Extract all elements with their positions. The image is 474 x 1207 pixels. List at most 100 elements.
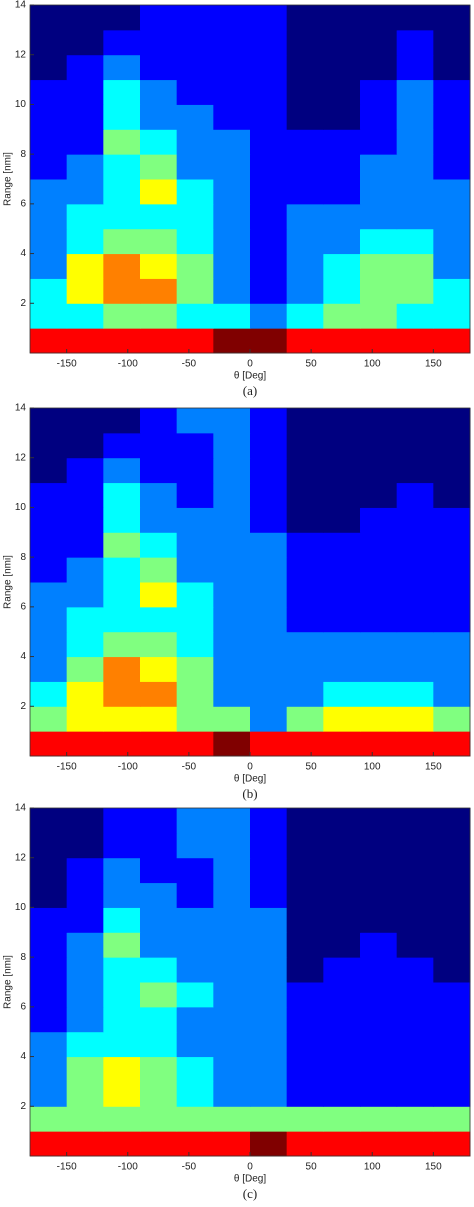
y-axis-label: Range [nmi] — [3, 152, 14, 206]
heat-cell — [176, 228, 214, 255]
heat-cell — [286, 179, 324, 205]
y-tick-label: 12 — [15, 452, 27, 463]
heat-cell — [286, 731, 324, 757]
heat-cell — [66, 129, 104, 155]
heat-cell — [360, 656, 398, 682]
heat-cell — [286, 5, 324, 31]
heat-cell — [30, 857, 68, 884]
heat-cell — [250, 507, 288, 533]
heat-cell — [30, 706, 68, 732]
heat-cell — [30, 482, 68, 508]
heat-cell — [360, 982, 398, 1008]
heat-cell — [286, 432, 324, 459]
heat-cell — [286, 482, 324, 508]
heat-cell — [286, 832, 324, 859]
heat-cell — [30, 79, 68, 105]
heat-cell — [30, 29, 68, 56]
heat-cell — [140, 1131, 178, 1157]
heat-cell — [30, 907, 68, 933]
heat-cell — [360, 29, 398, 56]
heat-cell — [176, 1081, 214, 1107]
heat-cell — [323, 253, 361, 279]
heat-cell — [433, 656, 471, 682]
y-tick-label: 8 — [20, 952, 26, 963]
heat-cell — [286, 1081, 324, 1107]
y-tick-label: 6 — [20, 601, 26, 612]
heat-cell — [360, 957, 398, 983]
heat-cell — [140, 457, 178, 484]
heat-cell — [396, 179, 434, 205]
heat-cell — [30, 532, 68, 558]
heat-cell — [103, 532, 141, 558]
heat-cell — [286, 532, 324, 558]
heat-cell — [103, 79, 141, 105]
heat-cell — [176, 582, 214, 608]
heat-cell — [213, 957, 251, 983]
heat-cell — [433, 706, 471, 732]
heat-cell — [66, 303, 104, 329]
heat-cell — [360, 5, 398, 31]
heat-cell — [396, 29, 434, 56]
heat-cell — [213, 681, 251, 707]
heat-cell — [360, 507, 398, 533]
heat-cell — [323, 507, 361, 533]
heat-cell — [176, 857, 214, 884]
heat-cell — [213, 253, 251, 279]
heat-cell — [250, 432, 288, 459]
heat-cell — [30, 253, 68, 279]
heat-cell — [323, 29, 361, 56]
heat-cell — [250, 482, 288, 508]
heat-cell — [176, 482, 214, 508]
heat-cell — [30, 5, 68, 31]
heat-cell — [286, 932, 324, 958]
heat-cell — [396, 582, 434, 608]
y-tick-label: 12 — [15, 852, 27, 863]
heat-cell — [360, 1006, 398, 1033]
heat-cell — [250, 1081, 288, 1107]
heat-cell — [323, 54, 361, 81]
heat-cell — [250, 808, 288, 834]
heat-cell — [213, 1006, 251, 1033]
heat-cell — [176, 1006, 214, 1033]
heat-cell — [176, 79, 214, 105]
heat-cell — [103, 706, 141, 732]
heat-cell — [433, 79, 471, 105]
heat-cell — [396, 104, 434, 130]
heat-cell — [213, 408, 251, 434]
heat-cell — [103, 432, 141, 459]
heat-cell — [396, 907, 434, 933]
heat-cell — [360, 154, 398, 180]
heat-cell — [213, 656, 251, 682]
heat-cell — [286, 328, 324, 354]
heat-cell — [213, 907, 251, 933]
x-tick-label: 50 — [306, 762, 318, 773]
heat-cell — [140, 507, 178, 533]
x-axis-label: θ [Deg] — [234, 774, 266, 785]
heat-cell — [360, 808, 398, 834]
x-tick-label: -150 — [57, 762, 77, 773]
heat-cell — [360, 482, 398, 508]
heat-cell — [30, 832, 68, 859]
heat-cell — [396, 129, 434, 155]
heat-cell — [396, 731, 434, 757]
heat-cell — [140, 482, 178, 508]
heat-cell — [140, 557, 178, 583]
heat-cell — [323, 432, 361, 459]
heat-cell — [323, 832, 361, 859]
heat-cell — [30, 278, 68, 304]
heat-cell — [396, 932, 434, 958]
heat-cell — [103, 303, 141, 329]
heat-cell — [140, 278, 178, 304]
x-tick-label: -100 — [118, 359, 138, 370]
heat-cell — [66, 557, 104, 583]
heat-cell — [103, 681, 141, 707]
heat-cell — [286, 54, 324, 81]
heat-cell — [286, 129, 324, 155]
heat-cell — [433, 457, 471, 484]
heat-cell — [103, 1081, 141, 1107]
y-axis-label: Range [nmi] — [3, 955, 14, 1009]
heat-cell — [323, 857, 361, 884]
heat-cell — [30, 1131, 68, 1157]
heat-cell — [323, 1081, 361, 1107]
heat-cell — [323, 882, 361, 908]
